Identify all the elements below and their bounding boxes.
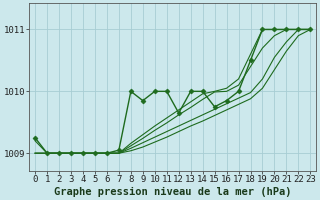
X-axis label: Graphe pression niveau de la mer (hPa): Graphe pression niveau de la mer (hPa) [54, 186, 292, 197]
